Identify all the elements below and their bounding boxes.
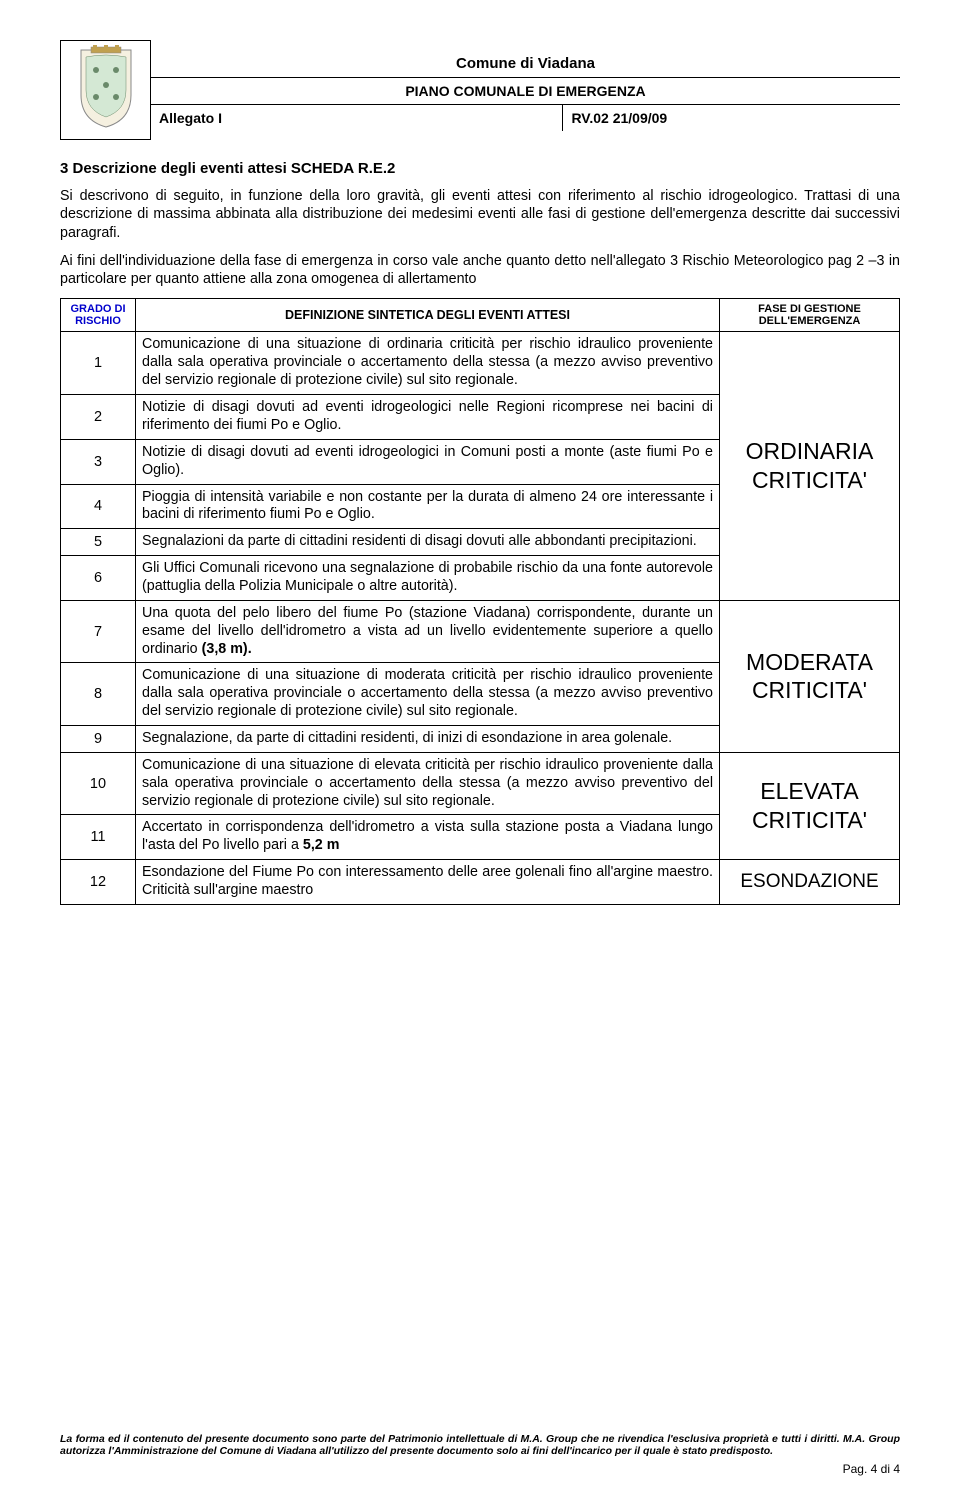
row-def: Gli Uffici Comunali ricevono una segnala… <box>136 556 720 601</box>
section-heading: 3 Descrizione degli eventi attesi SCHEDA… <box>60 160 900 177</box>
phase-esondazione: ESONDAZIONE <box>720 860 900 905</box>
table-row: 7 Una quota del pelo libero del fiume Po… <box>61 600 900 663</box>
row-def: Segnalazioni da parte di cittadini resid… <box>136 529 720 556</box>
page-number: Pag. 4 di 4 <box>843 1462 900 1476</box>
row-def: Accertato in corrispondenza dell'idromet… <box>136 815 720 860</box>
row-def: Notizie di disagi dovuti ad eventi idrog… <box>136 439 720 484</box>
header-allegato: Allegato I <box>151 105 563 131</box>
row-grado: 8 <box>61 663 136 726</box>
row-grado: 7 <box>61 600 136 663</box>
row-def: Esondazione del Fiume Po con interessame… <box>136 860 720 905</box>
row-def: Comunicazione di una situazione di ordin… <box>136 332 720 395</box>
row-grado: 1 <box>61 332 136 395</box>
footer-text: La forma ed il contenuto del presente do… <box>60 1433 900 1458</box>
logo-cell <box>61 41 151 140</box>
table-row: 12 Esondazione del Fiume Po con interess… <box>61 860 900 905</box>
events-table: GRADO DI RISCHIO DEFINIZIONE SINTETICA D… <box>60 298 900 904</box>
intro-paragraph-2: Ai fini dell'individuazione della fase d… <box>60 252 900 289</box>
row-grado: 2 <box>61 395 136 440</box>
table-row: 1 Comunicazione di una situazione di ord… <box>61 332 900 395</box>
municipal-crest-icon <box>71 45 141 130</box>
col-header-definizione: DEFINIZIONE SINTETICA DEGLI EVENTI ATTES… <box>136 299 720 332</box>
row-def: Una quota del pelo libero del fiume Po (… <box>136 600 720 663</box>
header-comune: Comune di Viadana <box>151 50 900 78</box>
document-header: Comune di Viadana PIANO COMUNALE DI EMER… <box>60 40 900 140</box>
table-row: 10 Comunicazione di una situazione di el… <box>61 752 900 815</box>
row-grado: 6 <box>61 556 136 601</box>
row-def: Comunicazione di una situazione di eleva… <box>136 752 720 815</box>
row-grado: 9 <box>61 725 136 752</box>
row-def: Notizie di disagi dovuti ad eventi idrog… <box>136 395 720 440</box>
header-revision: RV.02 21/09/09 <box>563 105 900 131</box>
row-def: Pioggia di intensità variabile e non cos… <box>136 484 720 529</box>
row-grado: 5 <box>61 529 136 556</box>
row-grado: 3 <box>61 439 136 484</box>
header-piano: PIANO COMUNALE DI EMERGENZA <box>151 77 900 104</box>
col-header-grado: GRADO DI RISCHIO <box>61 299 136 332</box>
row-grado: 11 <box>61 815 136 860</box>
row-grado: 4 <box>61 484 136 529</box>
phase-ordinaria: ORDINARIA CRITICITA' <box>720 332 900 600</box>
row-grado: 10 <box>61 752 136 815</box>
row-def: Comunicazione di una situazione di moder… <box>136 663 720 726</box>
col-header-fase: FASE DI GESTIONE DELL'EMERGENZA <box>720 299 900 332</box>
phase-moderata: MODERATA CRITICITA' <box>720 600 900 752</box>
row-grado: 12 <box>61 860 136 905</box>
row-def: Segnalazione, da parte di cittadini resi… <box>136 725 720 752</box>
intro-paragraph-1: Si descrivono di seguito, in funzione de… <box>60 187 900 242</box>
phase-elevata: ELEVATA CRITICITA' <box>720 752 900 859</box>
